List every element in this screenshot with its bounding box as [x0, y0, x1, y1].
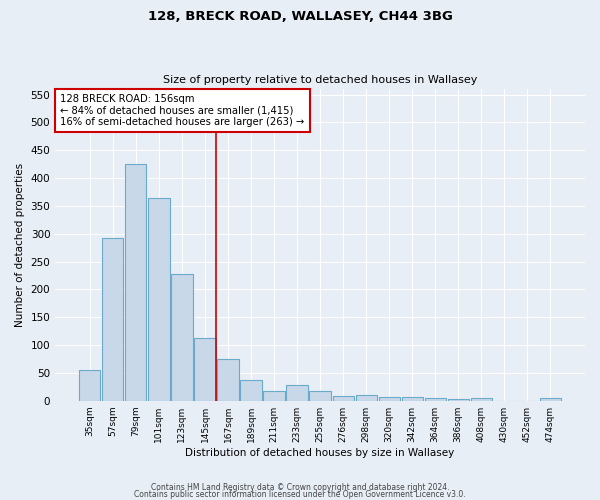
Bar	[125, 164, 146, 400]
Bar	[425, 398, 446, 400]
Text: Contains public sector information licensed under the Open Government Licence v3: Contains public sector information licen…	[134, 490, 466, 499]
Bar	[540, 398, 561, 400]
Text: 128, BRECK ROAD, WALLASEY, CH44 3BG: 128, BRECK ROAD, WALLASEY, CH44 3BG	[148, 10, 452, 23]
Bar	[79, 370, 100, 400]
Bar	[448, 399, 469, 400]
Bar	[148, 198, 170, 400]
Bar	[286, 384, 308, 400]
Bar	[172, 274, 193, 400]
Text: 128 BRECK ROAD: 156sqm
← 84% of detached houses are smaller (1,415)
16% of semi-: 128 BRECK ROAD: 156sqm ← 84% of detached…	[61, 94, 305, 127]
Bar	[102, 238, 124, 400]
Title: Size of property relative to detached houses in Wallasey: Size of property relative to detached ho…	[163, 76, 477, 86]
Bar	[356, 395, 377, 400]
Bar	[310, 391, 331, 400]
Bar	[379, 397, 400, 400]
Bar	[332, 396, 353, 400]
Bar	[217, 359, 239, 401]
Bar	[401, 398, 423, 400]
Y-axis label: Number of detached properties: Number of detached properties	[15, 163, 25, 327]
X-axis label: Distribution of detached houses by size in Wallasey: Distribution of detached houses by size …	[185, 448, 455, 458]
Bar	[470, 398, 492, 400]
Text: Contains HM Land Registry data © Crown copyright and database right 2024.: Contains HM Land Registry data © Crown c…	[151, 484, 449, 492]
Bar	[241, 380, 262, 400]
Bar	[194, 338, 215, 400]
Bar	[263, 390, 284, 400]
